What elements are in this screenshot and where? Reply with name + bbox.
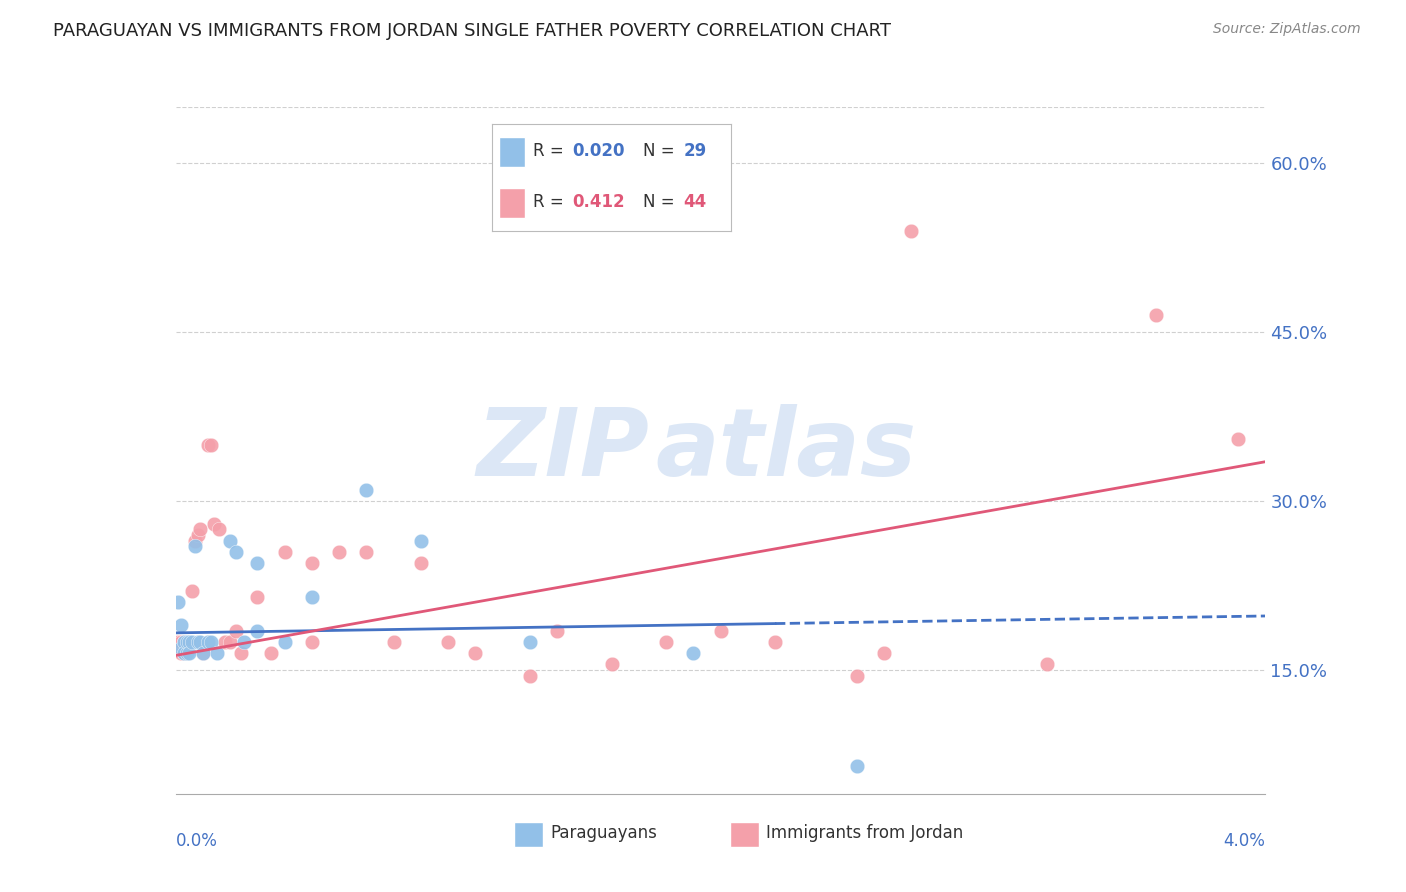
- Point: [184, 533, 207, 548]
- Point: [274, 635, 297, 649]
- Point: [176, 646, 198, 660]
- Point: [845, 668, 868, 682]
- Point: [519, 668, 541, 682]
- Point: [845, 758, 868, 772]
- Point: [197, 635, 219, 649]
- Point: [356, 483, 378, 497]
- Point: [219, 635, 242, 649]
- Point: [1036, 657, 1059, 672]
- Point: [186, 528, 209, 542]
- Point: [170, 618, 193, 632]
- Point: [710, 624, 733, 638]
- Text: Source: ZipAtlas.com: Source: ZipAtlas.com: [1213, 22, 1361, 37]
- Text: 4.0%: 4.0%: [1223, 831, 1265, 850]
- Point: [202, 516, 225, 531]
- Point: [655, 635, 678, 649]
- Point: [179, 635, 201, 649]
- Point: [1227, 432, 1250, 446]
- Point: [173, 635, 195, 649]
- Point: [191, 646, 214, 660]
- Point: [167, 635, 190, 649]
- Point: [173, 646, 195, 660]
- Point: [763, 635, 786, 649]
- Text: atlas: atlas: [655, 404, 917, 497]
- Point: [173, 635, 195, 649]
- Point: [409, 533, 432, 548]
- Point: [170, 635, 193, 649]
- Point: [214, 635, 236, 649]
- Point: [219, 533, 242, 548]
- Point: [179, 635, 201, 649]
- Point: [409, 556, 432, 570]
- Point: [181, 584, 204, 599]
- Text: 0.0%: 0.0%: [176, 831, 218, 850]
- Point: [246, 590, 269, 604]
- Point: [232, 635, 254, 649]
- Point: [179, 646, 201, 660]
- Text: PARAGUAYAN VS IMMIGRANTS FROM JORDAN SINGLE FATHER POVERTY CORRELATION CHART: PARAGUAYAN VS IMMIGRANTS FROM JORDAN SIN…: [53, 22, 891, 40]
- Point: [873, 646, 896, 660]
- Point: [200, 438, 222, 452]
- Point: [900, 224, 922, 238]
- Point: [464, 646, 486, 660]
- Point: [519, 635, 541, 649]
- Point: [208, 522, 231, 536]
- Point: [170, 640, 193, 655]
- Point: [546, 624, 568, 638]
- Point: [1144, 309, 1167, 323]
- Point: [176, 646, 198, 660]
- Point: [176, 635, 198, 649]
- Point: [437, 635, 460, 649]
- Point: [170, 646, 193, 660]
- Point: [197, 438, 219, 452]
- Point: [188, 635, 211, 649]
- Point: [274, 545, 297, 559]
- Point: [382, 635, 405, 649]
- Point: [176, 635, 198, 649]
- Text: ZIP: ZIP: [477, 404, 650, 497]
- Point: [301, 635, 323, 649]
- Point: [328, 545, 350, 559]
- Point: [181, 635, 204, 649]
- Point: [246, 556, 269, 570]
- Point: [682, 646, 704, 660]
- Point: [200, 635, 222, 649]
- Point: [356, 545, 378, 559]
- Point: [301, 590, 323, 604]
- Point: [231, 646, 253, 660]
- Point: [225, 624, 247, 638]
- Point: [246, 624, 269, 638]
- Point: [186, 635, 209, 649]
- Point: [301, 556, 323, 570]
- Point: [600, 657, 623, 672]
- Point: [205, 646, 228, 660]
- Point: [167, 595, 190, 609]
- Point: [173, 646, 195, 660]
- Point: [184, 539, 207, 553]
- Point: [188, 522, 211, 536]
- Point: [191, 646, 214, 660]
- Point: [225, 545, 247, 559]
- Point: [260, 646, 283, 660]
